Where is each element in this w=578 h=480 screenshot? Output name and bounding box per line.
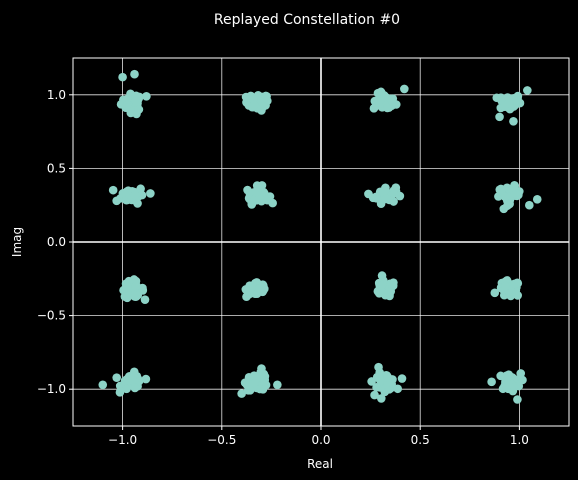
scatter-point (381, 194, 391, 204)
scatter-point (112, 196, 121, 206)
scatter-point (273, 380, 282, 390)
scatter-point (495, 112, 504, 122)
scatter-point (386, 94, 395, 104)
scatter-point (376, 376, 385, 386)
x-tick-label: −1.0 (108, 433, 137, 447)
scatter-point (249, 100, 259, 110)
scatter-point (142, 91, 151, 101)
scatter-point (146, 189, 155, 198)
y-tick-label: −0.5 (37, 309, 66, 323)
scatter-point (249, 371, 259, 380)
x-axis-label: Real (307, 457, 333, 471)
scatter-point (510, 279, 520, 289)
scatter-point (120, 292, 130, 301)
scatter-point (255, 194, 264, 203)
scatter-point (122, 384, 131, 394)
scatter-point (510, 181, 520, 191)
scatter-point (115, 388, 125, 397)
scatter-point (509, 116, 518, 126)
x-tick-label: 0.0 (311, 433, 330, 447)
scatter-point (373, 88, 383, 98)
scatter-points (98, 69, 542, 404)
scatter-point (532, 195, 542, 204)
scatter-point (122, 101, 132, 110)
scatter-point (503, 201, 512, 211)
scatter-point (140, 295, 150, 304)
scatter-point (241, 285, 251, 294)
scatter-point (131, 96, 141, 106)
scatter-point (516, 369, 526, 378)
scatter-point (496, 371, 505, 381)
scatter-point (367, 377, 376, 386)
scatter-point (133, 199, 142, 208)
scatter-point (130, 190, 140, 200)
x-tick-label: −0.5 (207, 433, 236, 447)
scatter-point (130, 383, 140, 393)
scatter-point (388, 281, 398, 291)
scatter-point (257, 364, 266, 373)
scatter-point (514, 190, 523, 200)
scatter-point (495, 185, 505, 194)
scatter-point (118, 189, 128, 198)
scatter-point (128, 376, 137, 385)
scatter-point (501, 281, 510, 291)
scatter-point (237, 389, 246, 398)
scatter-point (376, 281, 386, 291)
y-tick-label: 0.5 (47, 161, 66, 175)
scatter-point (364, 189, 373, 199)
scatter-point (504, 380, 513, 389)
scatter-point (118, 72, 127, 82)
scatter-point (389, 189, 399, 198)
scatter-point (259, 101, 269, 111)
scatter-point (383, 103, 392, 113)
scatter-point (513, 395, 522, 404)
scatter-point (397, 374, 407, 383)
scatter-point (487, 377, 496, 387)
scatter-point (371, 192, 381, 202)
x-tick-label: 0.5 (411, 433, 430, 447)
chart-title: Replayed Constellation #0 (214, 12, 400, 28)
scatter-point (500, 192, 510, 202)
scatter-point (376, 95, 386, 105)
scatter-point (112, 373, 121, 382)
scatter-point (132, 109, 141, 119)
y-axis-ticks: 1.0 0.5 0.0 −0.5 −1.0 (37, 88, 73, 396)
scatter-point (141, 374, 151, 384)
y-tick-label: −1.0 (37, 382, 66, 396)
scatter-point (490, 288, 500, 298)
scatter-point (268, 198, 277, 208)
x-axis-ticks: −1.0 −0.5 0.0 0.5 1.0 (108, 426, 529, 447)
y-tick-label: 0.0 (47, 235, 66, 249)
scatter-point (369, 104, 379, 113)
scatter-point (245, 385, 255, 395)
scatter-point (134, 376, 144, 386)
scatter-point (249, 379, 259, 388)
scatter-point (370, 390, 379, 400)
scatter-point (400, 84, 409, 94)
scatter-point (131, 281, 141, 290)
scatter-point (374, 362, 383, 372)
scatter-point (130, 69, 139, 79)
scatter-point (120, 376, 130, 385)
scatter-point (393, 384, 403, 394)
y-tick-label: 1.0 (47, 88, 66, 102)
scatter-point (98, 380, 108, 390)
scatter-point (504, 98, 514, 107)
zero-lines (73, 58, 569, 426)
scatter-point (108, 185, 118, 195)
scatter-point (252, 187, 262, 196)
scatter-point (523, 86, 532, 95)
y-axis-label: Imag (10, 227, 24, 257)
scatter-point (255, 284, 264, 293)
scatter-point (377, 394, 386, 403)
scatter-point (124, 282, 133, 292)
scatter-point (505, 371, 514, 381)
scatter-point (380, 186, 390, 196)
x-tick-label: 1.0 (510, 433, 529, 447)
scatter-point (525, 200, 534, 210)
